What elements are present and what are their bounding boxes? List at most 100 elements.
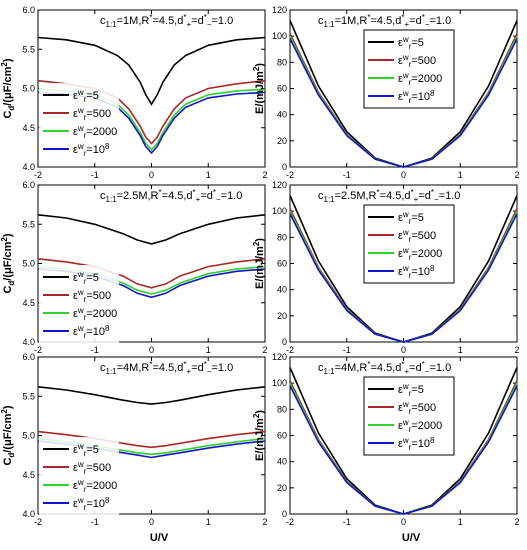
panel-annotation: c1:1=2.5M,R*=4.5,d*+=d*−=1.0 [318, 188, 460, 204]
legend: εwr=5 εwr=500 εwr=2000 εwr=108 [363, 29, 455, 109]
x-tick-label: 2 [262, 517, 267, 527]
x-tick-label: 2 [514, 170, 519, 180]
y-tick-label: 40 [277, 457, 287, 467]
legend-label: εwr=500 [73, 460, 111, 476]
chart-panel-c: -2 -1 0 1 2 4.0 4.5 5.0 5.5 6.0 Cd/(μF/cm2) c1:1=2.… [0, 180, 268, 355]
legend: εwr=5 εwr=500 εwr=2000 εwr=108 [363, 376, 455, 456]
x-tick-label: -2 [286, 170, 294, 180]
y-tick-label: 120 [272, 352, 287, 362]
x-tick-label: 0 [401, 170, 406, 180]
y-tick-label: 40 [277, 285, 287, 295]
x-tick-label: -1 [343, 517, 351, 527]
y-tick-label: 5.0 [22, 259, 35, 269]
panel-annotation: c1:1=4M,R*=4.5,d*+=d*−=1.0 [100, 360, 233, 376]
chart-panel-e: -2 -1 0 1 2 4.0 4.5 5.0 5.5 6.0 Cd/(μF/cm2) c1:1=4M… [0, 352, 268, 527]
legend-label: εwr=5 [73, 442, 99, 458]
y-tick-label: 40 [277, 110, 287, 120]
y-tick-label: 4.5 [22, 298, 35, 308]
legend-label: εwr=108 [398, 436, 435, 452]
y-tick-label: 5.0 [22, 431, 35, 441]
series-line [37, 36, 266, 106]
x-tick-label: 1 [458, 345, 463, 355]
legend-label: εwr=2000 [398, 246, 442, 262]
y-axis-label: Cd/(μF/cm2) [0, 233, 16, 293]
legend-label: εwr=2000 [73, 478, 117, 494]
x-tick-label: 0 [401, 517, 406, 527]
chart-panel-f: -2 -1 0 1 2020406080100120E/(mJ/m2)c1:1=4M,R… [252, 352, 520, 527]
y-tick-label: 120 [272, 5, 287, 15]
panel-annotation: c1:1=1M,R*=4.5,d*+=d*−=1.0 [100, 13, 233, 29]
y-tick-label: 5.5 [22, 44, 35, 54]
x-tick-label: -2 [34, 170, 42, 180]
legend-label: εwr=2000 [398, 71, 442, 87]
y-tick-label: 100 [272, 206, 287, 216]
y-tick-label: 4.0 [22, 509, 35, 519]
x-tick-label: 1 [458, 170, 463, 180]
y-tick-label: 20 [277, 136, 287, 146]
legend: εwr=5 εwr=500 εwr=2000 εwr=108 [39, 437, 119, 515]
y-tick-label: 80 [277, 404, 287, 414]
legend-label: εwr=5 [398, 210, 424, 226]
x-tick-label: 0 [149, 345, 154, 355]
x-tick-label: 2 [262, 345, 267, 355]
y-axis-label: E/(mJ/m2) [252, 410, 266, 461]
x-tick-label: 0 [401, 345, 406, 355]
x-tick-label: -1 [91, 345, 99, 355]
legend-label: εwr=500 [398, 53, 436, 69]
x-tick-label: -1 [91, 517, 99, 527]
y-tick-label: 0 [282, 509, 287, 519]
y-tick-label: 60 [277, 259, 287, 269]
y-axis-label: Cd/(μF/cm2) [0, 58, 16, 118]
chart-panel-b: -2 -1 0 1 2020406080100120E/(mJ/m2)c1:1=1M,R… [252, 5, 520, 180]
x-tick-label: -1 [343, 170, 351, 180]
y-tick-label: 20 [277, 311, 287, 321]
y-tick-label: 4.0 [22, 337, 35, 347]
x-tick-label: 0 [149, 170, 154, 180]
x-tick-label: 1 [206, 345, 211, 355]
x-tick-label: 2 [514, 345, 519, 355]
panel-annotation: c1:1=4M,R*=4.5,d*+=d*−=1.0 [318, 360, 451, 376]
y-tick-label: 60 [277, 84, 287, 94]
legend-label: εwr=108 [398, 89, 435, 105]
y-axis-label: E/(mJ/m2) [252, 63, 266, 114]
y-tick-label: 4.0 [22, 162, 35, 172]
x-tick-label: 2 [262, 170, 267, 180]
legend: εwr=5 εwr=500 εwr=2000 εwr=108 [39, 83, 119, 161]
legend-label: εwr=108 [398, 264, 435, 280]
y-tick-label: 6.0 [22, 352, 35, 362]
legend-label: εwr=2000 [73, 306, 117, 322]
y-tick-label: 0 [282, 337, 287, 347]
legend-label: εwr=108 [73, 496, 110, 512]
y-tick-label: 100 [272, 31, 287, 41]
y-tick-label: 4.5 [22, 470, 35, 480]
legend-label: εwr=2000 [73, 124, 117, 140]
x-tick-label: -2 [34, 517, 42, 527]
y-tick-label: 5.5 [22, 391, 35, 401]
legend-label: εwr=500 [73, 288, 111, 304]
x-tick-label: -1 [343, 345, 351, 355]
y-tick-label: 80 [277, 57, 287, 67]
x-tick-label: -2 [286, 345, 294, 355]
legend-label: εwr=500 [398, 228, 436, 244]
x-axis-label-right: U/V [402, 532, 421, 544]
series-line [37, 214, 266, 245]
y-tick-label: 80 [277, 232, 287, 242]
panel-annotation: c1:1=2.5M,R*=4.5,d*+=d*−=1.0 [100, 188, 242, 204]
x-tick-label: 2 [514, 517, 519, 527]
y-axis-label: Cd/(μF/cm2) [0, 405, 16, 465]
series-line [289, 213, 518, 343]
y-tick-label: 6.0 [22, 5, 35, 15]
y-tick-label: 100 [272, 378, 287, 388]
legend: εwr=5 εwr=500 εwr=2000 εwr=108 [39, 265, 119, 343]
legend-label: εwr=500 [73, 106, 111, 122]
y-tick-label: 60 [277, 431, 287, 441]
legend-label: εwr=500 [398, 400, 436, 416]
chart-panel-d: -2 -1 0 1 2020406080100120E/(mJ/m2)c1:1=2.5M… [252, 180, 520, 355]
legend-label: εwr=108 [73, 142, 110, 158]
series-line [289, 385, 518, 515]
x-tick-label: 1 [206, 517, 211, 527]
y-tick-label: 20 [277, 483, 287, 493]
x-tick-label: 1 [458, 517, 463, 527]
legend-label: εwr=5 [398, 382, 424, 398]
